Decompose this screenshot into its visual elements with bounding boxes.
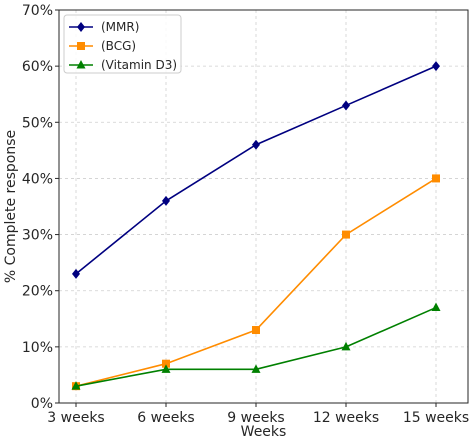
series-layer: [71, 61, 441, 391]
axes: 0% 10% 20% 30% 40% 50% 60% 70% 3 weeks 6 weeks 9 w…: [22, 3, 469, 426]
series-line: [75, 65, 437, 275]
x-tick-label: 3 weeks: [47, 410, 104, 426]
data-point-diamond: [72, 268, 80, 279]
legend-label: (MMR): [101, 20, 139, 34]
y-tick-label: 20%: [22, 284, 53, 300]
y-tick-label: 50%: [22, 115, 53, 131]
y-tick-label: 30%: [22, 228, 53, 244]
x-tick-label: 12 weeks: [313, 410, 379, 426]
legend-label: (BCG): [101, 39, 136, 53]
y-tick-label: 60%: [22, 59, 53, 75]
x-axis-label: Weeks: [241, 424, 287, 439]
data-point-triangle: [431, 302, 441, 312]
data-point-diamond: [342, 100, 350, 111]
data-point-diamond: [252, 139, 260, 150]
data-point-diamond: [432, 61, 440, 72]
data-point-square: [162, 359, 170, 368]
legend-item: (Vitamin D3): [69, 58, 177, 72]
data-point-triangle: [161, 364, 171, 373]
data-point-triangle: [71, 381, 81, 390]
data-point-diamond: [77, 22, 85, 32]
x-tick-label: 15 weeks: [403, 410, 469, 426]
data-point-triangle: [251, 364, 261, 373]
legend-box: [63, 14, 182, 74]
y-tick-label: 40%: [22, 171, 53, 187]
x-tick-label: 6 weeks: [137, 410, 194, 426]
data-point-square: [252, 326, 260, 335]
series-2: [71, 302, 441, 390]
y-tick-label: 10%: [22, 340, 53, 356]
data-point-square: [432, 174, 440, 183]
plot-frame: [58, 9, 469, 404]
legend: (MMR) (BCG) (Vitamin D3): [63, 14, 182, 74]
data-point-diamond: [162, 195, 170, 206]
legend-item: (BCG): [69, 39, 136, 53]
series-0: [72, 61, 440, 279]
data-point-square: [342, 230, 350, 239]
data-point-triangle: [341, 341, 351, 351]
legend-item: (MMR): [69, 20, 139, 34]
legend-label: (Vitamin D3): [101, 58, 177, 72]
y-axis-label: % Complete response: [3, 130, 19, 283]
data-point-square: [77, 42, 85, 50]
y-tick-label: 70%: [22, 3, 53, 19]
y-tick-label: 0%: [31, 396, 53, 412]
data-point-triangle: [76, 60, 86, 69]
x-tick-label: 9 weeks: [227, 410, 284, 426]
